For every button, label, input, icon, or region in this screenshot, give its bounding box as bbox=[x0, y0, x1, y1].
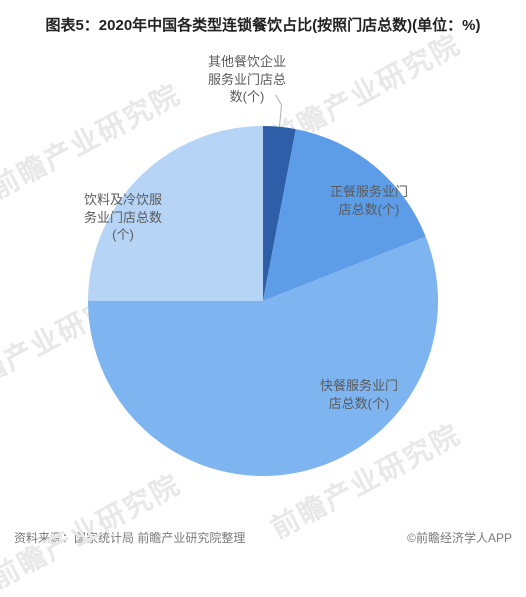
chart-title: 图表5：2020年中国各类型连锁餐饮占比(按照门店总数)(单位：%) bbox=[0, 0, 526, 41]
slice-label-3: 饮料及冷饮服 务业门店总数 (个) bbox=[84, 191, 162, 244]
pie-chart-container: 其他餐饮企业 服务业门店总 数(个) 正餐服务业门 店总数(个) 快餐服务业门 店总… bbox=[0, 41, 526, 501]
slice-label-1: 正餐服务业门 店总数(个) bbox=[330, 183, 408, 218]
slice-label-0: 其他餐饮企业 服务业门店总 数(个) bbox=[208, 53, 286, 106]
footer: 资料来源：国家统计局 前瞻产业研究院整理 ©前瞻经济学人APP bbox=[14, 529, 512, 546]
copyright-text: ©前瞻经济学人APP bbox=[407, 529, 512, 546]
slice-label-2: 快餐服务业门 店总数(个) bbox=[320, 377, 398, 412]
pie-chart-svg bbox=[0, 41, 526, 501]
source-text: 资料来源：国家统计局 前瞻产业研究院整理 bbox=[14, 529, 245, 546]
